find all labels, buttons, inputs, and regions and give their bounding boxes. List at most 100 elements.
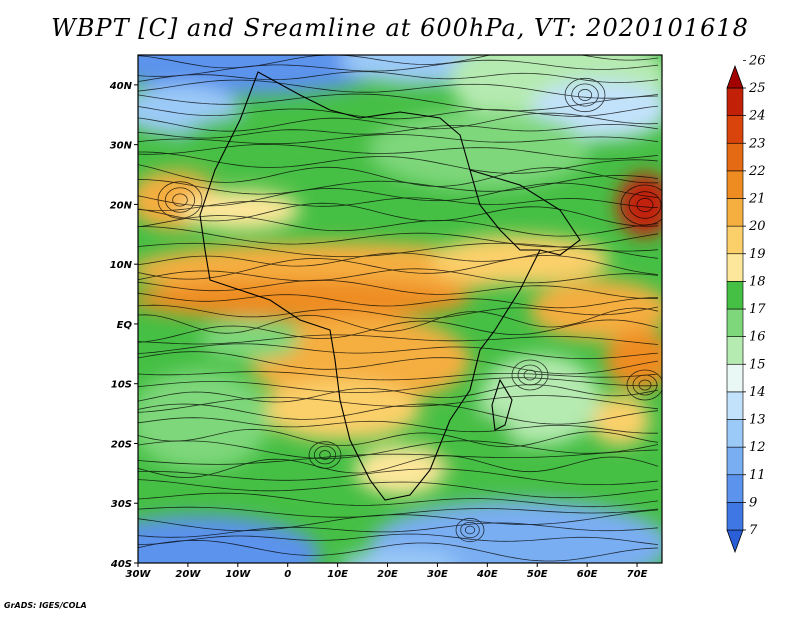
colorbar-segment [726,281,744,310]
streamline [138,539,659,562]
colorbar-segment [726,308,744,337]
map-plot-area [137,54,663,564]
streamline [138,248,659,267]
streamline [138,384,659,403]
streamline [138,479,659,499]
colorbar-segment [726,474,744,503]
lat-tick-label: 20S [111,439,132,450]
streamline [138,254,659,280]
streamline [138,428,659,448]
streamline [138,395,659,413]
streamline [138,343,659,360]
streamline-vortex [636,197,654,213]
streamline [138,123,659,139]
streamline-vortex [626,369,662,401]
streamline [138,403,659,425]
colorbar-segment [726,253,744,282]
lon-tick-label: 10E [327,569,348,580]
streamline-vortex [308,441,342,469]
colorbar-label: 23 [748,136,766,151]
colorbar-segment [726,363,744,393]
colorbar-segment [726,170,744,199]
streamline [138,175,659,195]
lon-tick-label: 20W [175,569,201,580]
colorbar-segment [726,198,744,227]
streamline [138,468,659,485]
colorbar-arrow-low [726,529,744,554]
streamline-vortex [571,83,599,107]
streamline [138,533,659,545]
streamline [138,371,659,381]
lon-tick-label: 20E [377,569,398,580]
streamline-vortex [319,450,331,460]
lon-tick-label: 40E [476,569,498,580]
streamline-vortex [460,521,480,539]
streamline [138,304,659,319]
streamline [138,417,658,434]
streamline [138,164,659,187]
colorbar-label: 20 [748,219,766,234]
streamline-vortex [632,374,658,396]
colorbar-label: 21 [748,192,766,207]
colorbar-segment [726,142,744,172]
colorbar-segment [726,419,744,448]
map-title: WBPT [C] and Sreamline at 600hPa, VT: 20… [51,14,749,42]
streamline [138,292,658,309]
streamline [138,279,658,299]
colorbar-label: 12 [749,440,766,455]
colorbar-segment [726,225,744,255]
streamline [138,112,659,132]
colorbar: 7 9 11 12 13 14 15 16 17 18 19 20 21 22 23 24 25 26 [726,53,766,554]
lon-tick-label: 30W [126,569,152,580]
streamline [138,377,659,393]
colorbar-segment [726,502,744,531]
lat-tick-label: 10S [111,380,132,391]
streamline [138,268,659,284]
lat-tick-label: 10N [110,260,133,271]
streamline [138,319,659,343]
colorbar-label: 17 [749,302,766,317]
colorbar-label: 25 [748,81,766,96]
colorbar-label: 24 [748,109,766,124]
streamline [138,105,659,120]
streamline [138,202,659,227]
streamline-vortex [577,89,593,101]
streamline [138,143,659,160]
streamline [138,506,659,518]
streamline [138,93,659,112]
streamline [138,55,659,69]
streamline-vortex [455,517,485,543]
lat-tick-label: 20N [110,200,133,211]
streamline-vortex [523,369,537,381]
latitude-axis: 40N 30N 20N 10N EQ 10S 20S 30S 40S [109,81,138,570]
lon-tick-label: 30E [427,569,448,580]
colorbar-arrow-high [726,64,744,89]
colorbar-segment [726,391,744,420]
colorbar-segment [726,446,744,476]
colorbar-label: 16 [749,330,766,345]
colorbar-label: 13 [749,413,766,428]
streamline [138,182,659,207]
colorbar-label: 7 [749,523,758,538]
streamline-vortex [172,193,188,207]
streamline [138,449,659,465]
streamline-vortex [628,191,662,219]
colorbar-segment [726,87,744,116]
grads-credit: GrADS: IGES/COLA [4,601,87,610]
lat-tick-label: 40S [110,559,132,570]
colorbar-label: 19 [749,247,766,262]
streamline [138,334,659,345]
lon-tick-label: 60E [577,569,598,580]
streamline [138,440,659,459]
streamline-vortex [313,445,337,465]
longitude-axis: 30W 20W 10W 0 10E 20E 30E 40E 50E 60E 70E [126,563,648,580]
colorbar-label: 11 [749,468,766,483]
streamline [138,59,659,77]
streamline [138,351,659,375]
streamline [138,197,659,212]
lat-tick-label: 30S [111,499,132,510]
streamline [138,215,659,237]
streamline-vortex [564,77,606,113]
streamline [138,71,659,84]
